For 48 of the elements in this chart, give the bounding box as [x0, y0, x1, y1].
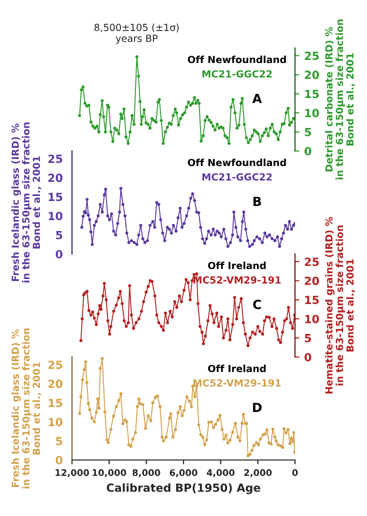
x-tick-label: 2,000 — [244, 469, 272, 478]
y-tick-label: 5 — [56, 231, 62, 240]
y2-tick-label: 20 — [304, 276, 319, 286]
y-tick-label: 15 — [48, 192, 62, 202]
x-tick-label: 8,000 — [132, 469, 160, 478]
y2-axis-title: Hematite-stained grains (IRD) % in the 63-150μm size fraction Bond et al., 2001 — [325, 216, 355, 394]
x-tick-label: 6,000 — [170, 469, 198, 478]
y2-axis-title: Detrital carbonate (IRD) % in the 63-150μm size fraction Bond et al., 2001 — [325, 20, 355, 180]
annotation: Off Newfoundland — [188, 158, 286, 166]
y-axis-title: Fresh Icelandic glass (IRD) % in the 63-150μm size fraction Bond et al., 2001 — [11, 122, 42, 282]
annotation: MC21-GGC22 — [202, 173, 272, 181]
x-tick-label: 10,000 — [92, 469, 126, 478]
y-tick-label: 25 — [48, 154, 62, 164]
y2-tick-label: 25 — [304, 258, 319, 266]
x-tick-label: 0 — [292, 469, 298, 476]
y2-tick-label: 15 — [305, 296, 319, 304]
x-tick-label: 4,000 — [206, 469, 235, 478]
y-tick-label: 20 — [48, 174, 62, 182]
annotation: Off Ireland — [208, 364, 266, 372]
annotation: D — [253, 402, 262, 412]
y2-tick-label: 20 — [304, 70, 319, 80]
annotation: MC21-GGC22 — [202, 70, 272, 78]
x-tick-label: 12,000 — [56, 469, 89, 478]
y-tick-label: 25 — [48, 360, 62, 370]
y-tick-label: 15 — [48, 398, 62, 408]
y2-tick-label: 10 — [305, 314, 319, 324]
annotation: B — [253, 196, 261, 206]
y-tick-label: 10 — [48, 212, 62, 220]
annotation: C — [253, 300, 261, 310]
y2-tick-label: 5 — [304, 334, 311, 342]
y2-tick-label: 5 — [304, 128, 311, 136]
y2-tick-label: 0 — [304, 146, 312, 156]
annotation: Off Ireland — [208, 262, 266, 270]
y-tick-label: 20 — [48, 380, 62, 388]
y-axis-title: Fresh Icelandic glass (IRD) % in the 63-150μm size fraction Bond et al., 2001 — [11, 328, 42, 488]
text: 8,500±105 (±1σ) years BP — [94, 24, 179, 44]
x-axis-title: Calibrated BP(1950) Age — [106, 483, 260, 494]
y2-tick-label: 10 — [305, 108, 319, 118]
annotation: A — [252, 94, 262, 103]
annotation: Off Newfoundland — [188, 56, 286, 64]
y2-tick-label: 25 — [304, 52, 319, 60]
y-tick-label: 0 — [56, 250, 62, 258]
y-tick-label: 10 — [48, 418, 62, 426]
y-tick-label: 5 — [56, 437, 62, 446]
y-tick-label: 0 — [56, 456, 62, 464]
annotation: MC52-VM29-191 — [194, 379, 281, 387]
y2-tick-label: 15 — [305, 90, 319, 98]
y2-tick-label: 0 — [304, 352, 312, 362]
